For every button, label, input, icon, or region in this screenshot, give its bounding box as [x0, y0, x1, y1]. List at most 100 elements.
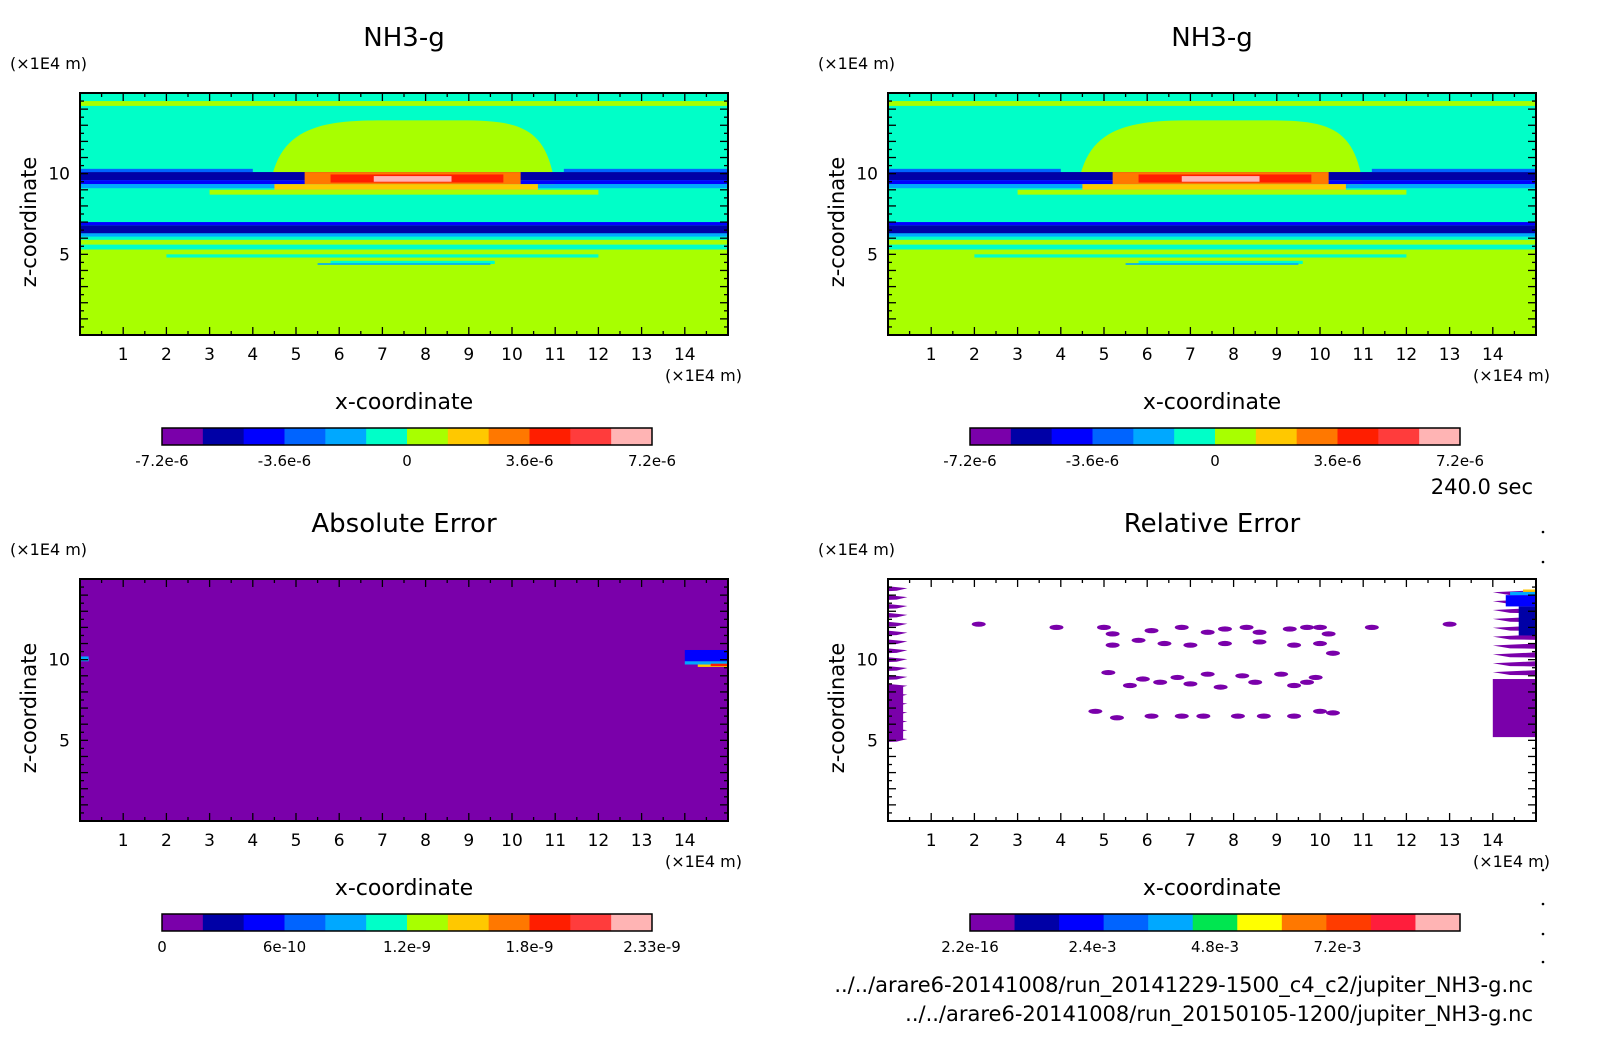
y-tick-label: 10: [48, 165, 70, 185]
colorbar-segment: [1326, 914, 1372, 931]
field-stripe-lower-cyan2: [166, 254, 599, 258]
field-error-blob: [971, 621, 986, 627]
field-error-blob: [1252, 639, 1267, 645]
field-stripe-lower-cyan: [888, 244, 1536, 250]
field-hot-yellow: [1082, 184, 1346, 190]
field-lime-band: [209, 189, 599, 195]
axis-ticks: [79, 92, 729, 336]
field-stripe-mid-blue: [80, 222, 728, 226]
field-background: [80, 579, 728, 821]
x-tick-label: 9: [463, 345, 474, 365]
colorbar-segment: [1415, 914, 1461, 931]
y-axis-label: z-coordinate: [825, 157, 849, 288]
colorbar-segment: [325, 914, 367, 931]
x-tick-label: 10: [501, 831, 523, 851]
colorbar-tick-label: 2.2e-16: [941, 938, 999, 956]
x-tick-label: 8: [420, 345, 431, 365]
x-axis-label: x-coordinate: [1143, 390, 1281, 415]
colorbar-segment: [162, 914, 204, 931]
colorbar-segment: [1237, 914, 1283, 931]
colorbar-tick-label: 7.2e-3: [1313, 938, 1361, 956]
x-tick-label: 13: [1439, 831, 1461, 851]
x-tick-label: 5: [291, 831, 302, 851]
field-stripe-low-sky: [317, 263, 491, 265]
colorbar-segment: [202, 428, 245, 445]
colorbar-segment: [1148, 914, 1194, 931]
chart-panel-4: Relative Error(×1E4 m)1 2 3 4 5 6 7 8 9 10 11 12 13 1…: [818, 509, 1550, 956]
colorbar-segment: [611, 914, 653, 931]
x-unit-label: (×1E4 m): [665, 852, 742, 871]
field-stripe-lower-lime: [80, 239, 728, 245]
decor-dot: [1541, 868, 1545, 872]
y-tick-label: 10: [856, 651, 878, 671]
colorbar-segment: [1337, 428, 1379, 445]
field-hot-pink: [1181, 176, 1260, 182]
panel-title: Relative Error: [1124, 509, 1301, 539]
field-right-navy: [1518, 606, 1536, 636]
field-lower-layer: [888, 244, 1536, 335]
x-unit-label: (×1E4 m): [1473, 366, 1550, 385]
field-error-blob: [1248, 679, 1263, 685]
field-error-blob: [1217, 626, 1232, 632]
x-tick-label: 7: [377, 831, 388, 851]
decor-dot: [1541, 902, 1545, 906]
x-tick-label: 14: [1482, 831, 1504, 851]
panel-title: NH3-g: [1171, 23, 1252, 53]
field-error-blob: [1105, 631, 1120, 637]
colorbar-tick-label: -7.2e-6: [135, 452, 188, 470]
x-tick-label: 11: [544, 345, 566, 365]
field-left-blob: [888, 586, 908, 592]
x-axis-label: x-coordinate: [1143, 876, 1281, 901]
x-axis-label: x-coordinate: [335, 876, 473, 901]
field-right-blob: [1492, 652, 1536, 658]
field-error-blob: [1287, 713, 1302, 719]
colorbar-segment: [570, 428, 612, 445]
x-tick-label: 11: [544, 831, 566, 851]
field-error-blob: [1170, 674, 1185, 681]
colorbar-tick-label: 0: [402, 452, 412, 470]
x-tick-label: 12: [1396, 831, 1418, 851]
colorbar-segment: [529, 914, 571, 931]
field-error-blob: [1325, 650, 1340, 656]
field-right-blue: [1505, 595, 1536, 607]
field-top-band: [80, 101, 728, 106]
colorbar-segment: [1370, 914, 1416, 931]
colorbar-segment: [488, 914, 530, 931]
x-tick-label: 1: [118, 345, 129, 365]
field-hot-yellow: [274, 184, 538, 190]
colorbar-segment: [325, 428, 367, 445]
field-error-blob: [1256, 713, 1271, 719]
x-tick-label: 5: [1099, 345, 1110, 365]
colorbar-frame: [969, 913, 1461, 932]
x-tick-label: 9: [1271, 345, 1282, 365]
field-error-blob: [1252, 629, 1267, 635]
field-error-blob: [1282, 626, 1297, 632]
x-tick-label: 3: [1012, 345, 1023, 365]
colorbar-segment: [1059, 914, 1105, 931]
colorbar: -7.2e-6 -3.6e-6 0 3.6e-6 7.2e-6: [135, 427, 676, 470]
field-error-blob: [1274, 671, 1289, 677]
field-right-blob: [1492, 679, 1536, 685]
x-tick-label: 4: [1055, 831, 1066, 851]
colorbar-frame: [161, 427, 653, 446]
field-stripe-upper-blue2: [80, 168, 253, 173]
field-error-blob: [1217, 640, 1232, 647]
x-tick-label: 4: [1055, 345, 1066, 365]
colorbar-segment: [202, 914, 245, 931]
colorbar-tick-label: 7.2e-6: [628, 452, 676, 470]
axis-ticks: [887, 92, 1537, 336]
colorbar-frame: [969, 427, 1461, 446]
x-tick-label: 13: [1439, 345, 1461, 365]
y-axis-label: z-coordinate: [825, 643, 849, 774]
x-tick-label: 9: [463, 831, 474, 851]
field-error-blob: [1174, 624, 1189, 631]
field-stripe-mid-sky: [80, 233, 728, 237]
field-error-blob: [1364, 624, 1379, 631]
field-left-blob: [888, 666, 908, 671]
y-tick-label: 5: [59, 245, 70, 265]
x-tick-label: 1: [118, 831, 129, 851]
field-left-blob: [888, 657, 908, 663]
field-dome-region: [1078, 120, 1364, 187]
field-edge-right-blue: [684, 649, 728, 662]
colorbar-segment: [1051, 428, 1093, 445]
